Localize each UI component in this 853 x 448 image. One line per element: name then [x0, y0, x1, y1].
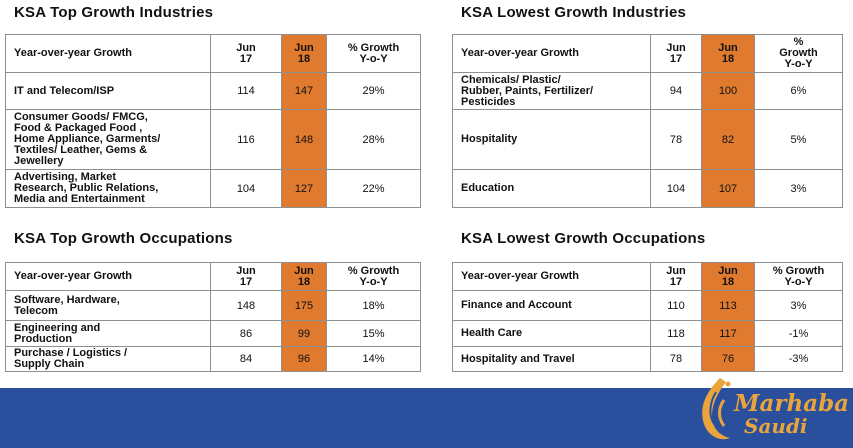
value-jun18: 76: [701, 346, 755, 372]
value-growth: -1%: [754, 320, 843, 347]
row-label: Finance and Account: [452, 290, 651, 321]
lowest-industries-table: Year-over-year Growth Jun 17 Jun 18 % Gr…: [452, 34, 843, 208]
value-growth: 5%: [754, 109, 843, 170]
value-jun17: 114: [210, 72, 282, 110]
header-jun17: Jun 17: [210, 262, 282, 291]
header-growth: % Growth Y-o-Y: [326, 262, 421, 291]
header-metric: Year-over-year Growth: [5, 262, 211, 291]
header-growth: % Growth Y-o-Y: [326, 34, 421, 73]
value-jun18: 147: [281, 72, 327, 110]
header-metric: Year-over-year Growth: [452, 262, 651, 291]
header-jun18: Jun 18: [281, 262, 327, 291]
row-label: Consumer Goods/ FMCG, Food & Packaged Fo…: [5, 109, 211, 170]
table-row: Health Care 118 117 -1%: [452, 320, 843, 347]
value-jun17: 104: [650, 169, 702, 208]
value-growth: 29%: [326, 72, 421, 110]
value-jun17: 78: [650, 109, 702, 170]
table-row: Hospitality and Travel 78 76 -3%: [452, 346, 843, 372]
lowest-industries-title: KSA Lowest Growth Industries: [461, 4, 687, 21]
value-jun18: 82: [701, 109, 755, 170]
marhaba-saudi-logo: Marhaba Saudi: [690, 372, 850, 448]
table-header-row: Year-over-year Growth Jun 17 Jun 18 % Gr…: [452, 34, 843, 73]
header-jun17: Jun 17: [650, 34, 702, 73]
top-industries-title: KSA Top Growth Industries: [14, 4, 214, 21]
value-growth: 28%: [326, 109, 421, 170]
value-jun17: 110: [650, 290, 702, 321]
value-jun18: 100: [701, 72, 755, 110]
header-metric: Year-over-year Growth: [5, 34, 211, 73]
table-row: Engineering and Production 86 99 15%: [5, 320, 421, 347]
value-jun18: 127: [281, 169, 327, 208]
value-jun17: 86: [210, 320, 282, 347]
header-jun18: Jun 18: [701, 262, 755, 291]
table-row: Education 104 107 3%: [452, 169, 843, 208]
row-label: Hospitality and Travel: [452, 346, 651, 372]
table-header-row: Year-over-year Growth Jun 17 Jun 18 % Gr…: [5, 262, 421, 291]
table-row: Purchase / Logistics / Supply Chain 84 9…: [5, 346, 421, 372]
value-jun18: 96: [281, 346, 327, 372]
value-jun17: 84: [210, 346, 282, 372]
value-jun17: 78: [650, 346, 702, 372]
value-jun18: 99: [281, 320, 327, 347]
value-jun17: 94: [650, 72, 702, 110]
value-jun18: 113: [701, 290, 755, 321]
row-label: Purchase / Logistics / Supply Chain: [5, 346, 211, 372]
value-jun17: 148: [210, 290, 282, 321]
row-label: IT and Telecom/ISP: [5, 72, 211, 110]
table-row: Software, Hardware, Telecom 148 175 18%: [5, 290, 421, 321]
lowest-occupations-title: KSA Lowest Growth Occupations: [461, 230, 706, 247]
table-row: IT and Telecom/ISP 114 147 29%: [5, 72, 421, 110]
header-jun17: Jun 17: [210, 34, 282, 73]
header-growth: % Growth Y-o-Y: [754, 34, 843, 73]
value-growth: 3%: [754, 169, 843, 208]
value-jun18: 175: [281, 290, 327, 321]
table-row: Finance and Account 110 113 3%: [452, 290, 843, 321]
logo-line1: Marhaba: [734, 390, 850, 417]
table-row: Hospitality 78 82 5%: [452, 109, 843, 170]
row-label: Software, Hardware, Telecom: [5, 290, 211, 321]
table-header-row: Year-over-year Growth Jun 17 Jun 18 % Gr…: [452, 262, 843, 291]
top-industries-table: Year-over-year Growth Jun 17 Jun 18 % Gr…: [5, 34, 421, 208]
value-jun17: 116: [210, 109, 282, 170]
value-growth: 6%: [754, 72, 843, 110]
table-row: Consumer Goods/ FMCG, Food & Packaged Fo…: [5, 109, 421, 170]
header-growth: % Growth Y-o-Y: [754, 262, 843, 291]
value-jun18: 117: [701, 320, 755, 347]
value-jun18: 148: [281, 109, 327, 170]
value-jun18: 107: [701, 169, 755, 208]
row-label: Advertising, Market Research, Public Rel…: [5, 169, 211, 208]
value-growth: 14%: [326, 346, 421, 372]
value-growth: -3%: [754, 346, 843, 372]
top-occupations-title: KSA Top Growth Occupations: [14, 230, 233, 247]
top-occupations-table: Year-over-year Growth Jun 17 Jun 18 % Gr…: [5, 262, 421, 372]
row-label: Education: [452, 169, 651, 208]
lowest-occupations-table: Year-over-year Growth Jun 17 Jun 18 % Gr…: [452, 262, 843, 372]
header-metric: Year-over-year Growth: [452, 34, 651, 73]
value-growth: 3%: [754, 290, 843, 321]
header-jun18: Jun 18: [281, 34, 327, 73]
row-label: Chemicals/ Plastic/ Rubber, Paints, Fert…: [452, 72, 651, 110]
value-jun17: 104: [210, 169, 282, 208]
value-jun17: 118: [650, 320, 702, 347]
row-label: Hospitality: [452, 109, 651, 170]
calligraphy-emblem-icon: [702, 378, 731, 440]
table-row: Chemicals/ Plastic/ Rubber, Paints, Fert…: [452, 72, 843, 110]
logo-line2: Saudi: [744, 414, 808, 438]
value-growth: 15%: [326, 320, 421, 347]
header-jun18: Jun 18: [701, 34, 755, 73]
value-growth: 18%: [326, 290, 421, 321]
value-growth: 22%: [326, 169, 421, 208]
header-jun17: Jun 17: [650, 262, 702, 291]
table-row: Advertising, Market Research, Public Rel…: [5, 169, 421, 208]
table-header-row: Year-over-year Growth Jun 17 Jun 18 % Gr…: [5, 34, 421, 73]
row-label: Engineering and Production: [5, 320, 211, 347]
row-label: Health Care: [452, 320, 651, 347]
